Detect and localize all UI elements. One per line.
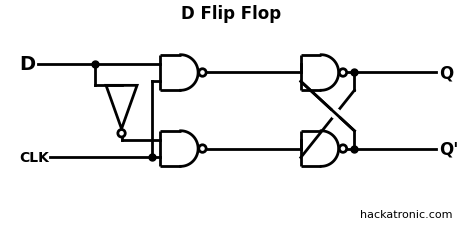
Text: D: D: [19, 55, 35, 74]
Circle shape: [199, 145, 206, 153]
Text: hackatronic.com: hackatronic.com: [360, 209, 452, 219]
Circle shape: [118, 130, 125, 137]
Text: D Flip Flop: D Flip Flop: [181, 5, 281, 23]
Circle shape: [199, 69, 206, 77]
Circle shape: [339, 69, 346, 77]
Circle shape: [330, 109, 341, 120]
Text: CLK: CLK: [19, 151, 49, 165]
Circle shape: [339, 145, 346, 153]
Text: Q': Q': [439, 140, 459, 158]
Text: Q: Q: [439, 64, 454, 82]
